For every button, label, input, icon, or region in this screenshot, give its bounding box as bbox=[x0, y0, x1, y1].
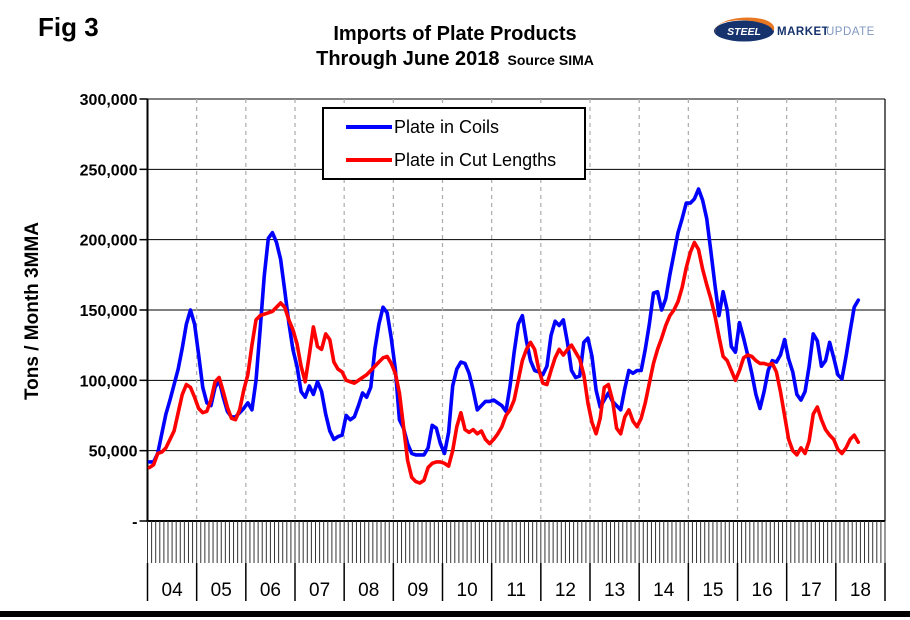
chart-title: Imports of Plate Products Through June 2… bbox=[0, 22, 910, 73]
chart-source-label: Source SIMA bbox=[507, 52, 594, 68]
steel-market-update-logo: STEEL MARKET UPDATE bbox=[714, 17, 875, 42]
year-label: 06 bbox=[260, 580, 281, 601]
legend-label-coils: Plate in Coils bbox=[394, 116, 500, 137]
y-tick-label: 200,000 bbox=[80, 233, 138, 250]
logo-word-update: UPDATE bbox=[826, 26, 875, 38]
legend-item-cut-lengths: Plate in Cut Lengths bbox=[324, 144, 584, 177]
series-line-cut-lengths bbox=[147, 240, 861, 485]
chart-title-line1: Imports of Plate Products bbox=[333, 23, 577, 45]
series-line-coils bbox=[147, 187, 861, 464]
year-label: 05 bbox=[211, 580, 232, 601]
y-tick-label: 100,000 bbox=[80, 373, 138, 390]
year-label: 04 bbox=[162, 580, 184, 601]
y-tick-label: 250,000 bbox=[80, 162, 138, 179]
year-label: 11 bbox=[506, 580, 526, 601]
legend-item-coils: Plate in Coils bbox=[324, 111, 584, 144]
legend-label-cut-lengths: Plate in Cut Lengths bbox=[394, 149, 557, 170]
year-label: 13 bbox=[604, 580, 625, 601]
year-label: 14 bbox=[653, 580, 675, 601]
year-label: 17 bbox=[801, 580, 822, 601]
year-label: 16 bbox=[752, 580, 773, 601]
y-tick-label: 300,000 bbox=[80, 92, 138, 109]
logo-oval bbox=[714, 20, 774, 42]
logo-swoosh-icon bbox=[715, 17, 775, 34]
logo-word-steel: STEEL bbox=[727, 26, 761, 38]
y-tick-label: 150,000 bbox=[80, 303, 138, 320]
year-label: 07 bbox=[309, 580, 330, 601]
year-label: 15 bbox=[702, 580, 723, 601]
year-label: 09 bbox=[407, 580, 428, 601]
year-label: 08 bbox=[358, 580, 379, 601]
year-label: 18 bbox=[850, 580, 871, 601]
bottom-border-bar bbox=[0, 611, 910, 617]
logo-word-market: MARKET bbox=[777, 26, 829, 38]
year-label: 12 bbox=[555, 580, 576, 601]
y-tick-label: - bbox=[132, 514, 137, 531]
chart-title-period: Through June 2018 bbox=[316, 48, 500, 70]
y-tick-label: 50,000 bbox=[89, 444, 138, 461]
year-label: 10 bbox=[457, 580, 478, 601]
legend: Plate in Coils Plate in Cut Lengths bbox=[322, 107, 586, 180]
chart-title-line2: Through June 2018 Source SIMA bbox=[0, 46, 910, 73]
figure-label: Fig 3 bbox=[38, 12, 99, 42]
cut-lengths-line-swatch bbox=[346, 158, 392, 162]
coils-line-swatch bbox=[346, 125, 392, 129]
